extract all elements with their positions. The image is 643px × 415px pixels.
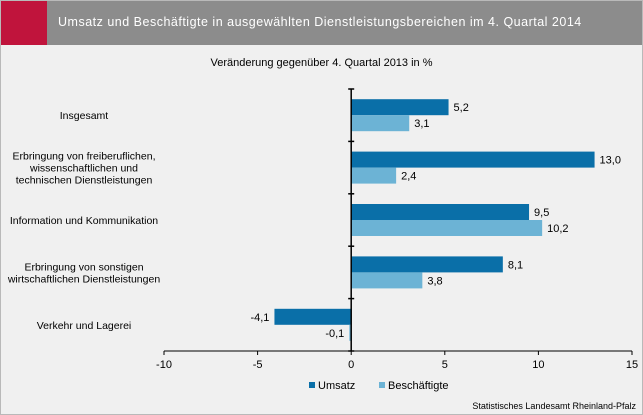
category-label: Verkehr und Lagerei: [37, 320, 132, 332]
source-note: Statistisches Landesamt Rheinland-Pfalz: [472, 401, 636, 411]
bar-umsatz: [351, 151, 595, 168]
bar-beschaeftigte: [351, 167, 397, 184]
legend-label-umsatz: Umsatz: [318, 380, 355, 392]
data-label: 2,4: [401, 171, 416, 183]
data-label: 13,0: [600, 155, 621, 167]
bar-beschaeftigte: [349, 324, 352, 341]
legend-label-beschaeftigte: Beschäftigte: [388, 380, 449, 392]
chart-subtitle: Veränderung gegenüber 4. Quartal 2013 in…: [210, 57, 433, 69]
bar-beschaeftigte: [351, 115, 410, 132]
x-tick-label: 10: [532, 359, 544, 371]
x-tick-label: -10: [156, 359, 172, 371]
x-tick-label: 0: [348, 359, 354, 371]
chart-title: Umsatz und Beschäftigte in ausgewählten …: [58, 15, 582, 29]
x-tick-label: 15: [626, 359, 638, 371]
bar-umsatz: [274, 308, 352, 325]
x-tick-label: -5: [253, 359, 263, 371]
bar-umsatz: [351, 204, 530, 220]
data-label: 9,5: [534, 207, 549, 219]
data-label: 10,2: [547, 223, 568, 235]
category-label: Insgesamt: [60, 110, 109, 122]
header-accent: [1, 1, 47, 45]
x-tick-label: 5: [442, 359, 448, 371]
header-bar: [1, 1, 642, 45]
bar-umsatz: [351, 256, 503, 273]
data-label: 8,1: [508, 259, 523, 271]
category-label: wirtschaftlichen Dienstleistungen: [7, 273, 160, 285]
category-label: Erbringung von freiberuflichen,: [12, 151, 155, 163]
category-label: technischen Dienstleistungen: [16, 175, 153, 187]
bar-beschaeftigte: [351, 272, 423, 289]
legend-swatch-beschaeftigte: [379, 382, 385, 388]
category-label: Information und Kommunikation: [10, 215, 158, 227]
bar-beschaeftigte: [351, 220, 543, 236]
bar-umsatz: [351, 99, 449, 116]
category-label: Erbringung von sonstigen: [24, 261, 143, 273]
category-label: wissenschaftlichen und: [29, 163, 138, 175]
data-label: 5,2: [454, 102, 469, 114]
legend-swatch-umsatz: [309, 382, 315, 388]
data-label: 3,1: [414, 118, 429, 130]
data-label: -0,1: [325, 328, 344, 340]
data-label: -4,1: [250, 312, 269, 324]
data-label: 3,8: [427, 275, 442, 287]
